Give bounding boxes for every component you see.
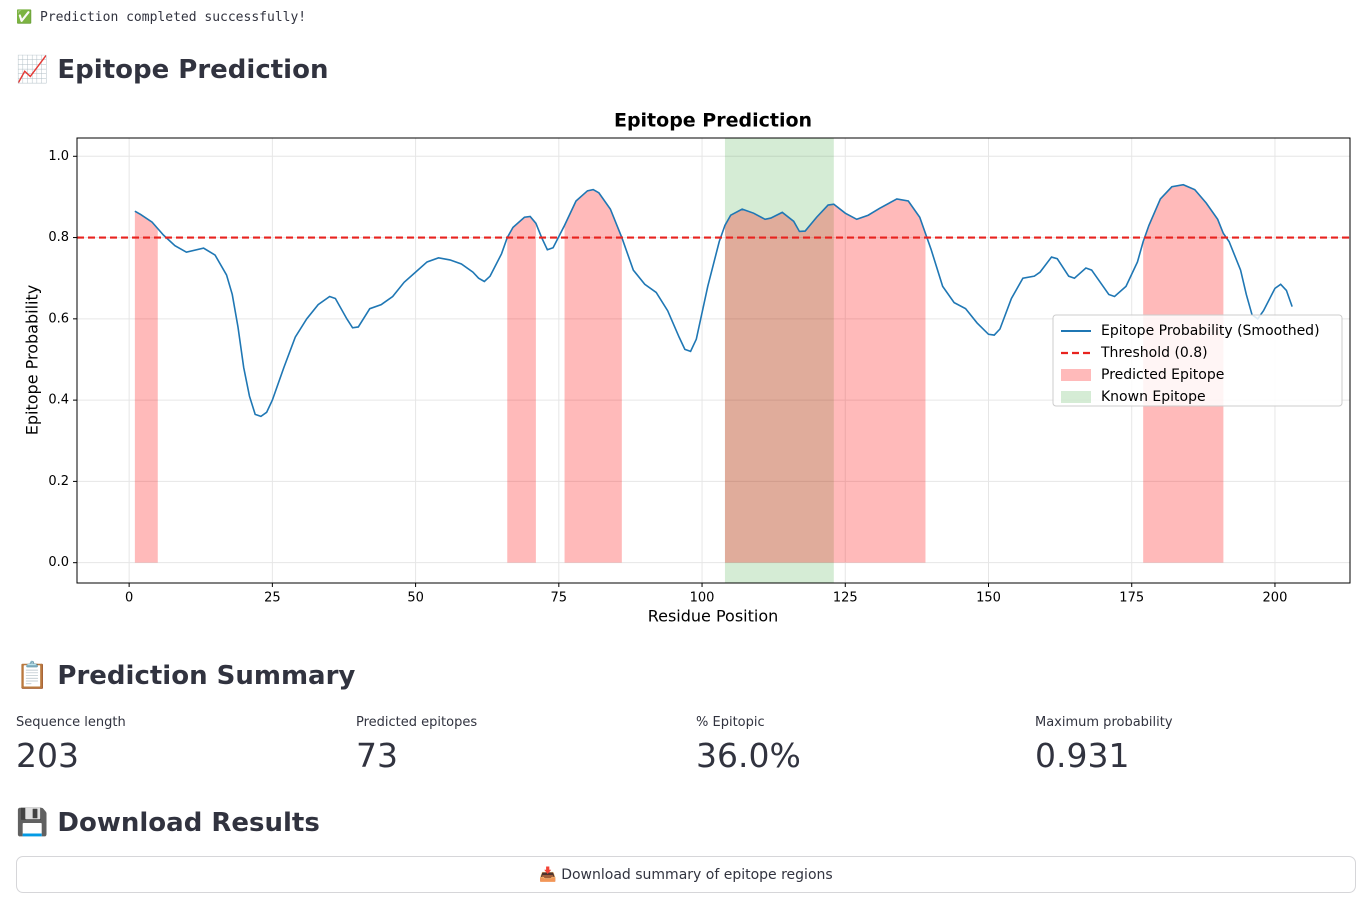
predicted-epitope [724,198,926,563]
legend-swatch [1061,369,1091,381]
legend-box [1052,314,1343,407]
x-tick-label: 50 [407,591,424,606]
metric-label: Predicted epitopes [356,715,478,730]
chart-title: Epitope Prediction [614,110,812,132]
y-tick-label: 0.4 [48,393,69,408]
legend-label: Threshold (0.8) [1100,345,1208,361]
status-message: ✅ Prediction completed successfully! [16,10,307,25]
legend-label: Known Epitope [1101,389,1206,405]
plot-frame [76,137,1351,584]
predicted-epitope [564,189,622,563]
x-tick-label: 200 [1263,591,1288,606]
chart: Epitope Prediction Residue Position Epit… [23,110,1351,626]
legend-swatch [1061,391,1091,403]
x-tick-label: 125 [833,591,858,606]
x-tick-label: 0 [125,591,133,606]
section-heading: 📋 Prediction Summary [16,661,356,691]
x-tick-label: 100 [690,591,715,606]
y-tick-label: 0.8 [48,230,69,245]
y-tick-label: 0.6 [48,311,69,326]
predicted-epitope [134,211,158,563]
y-tick-label: 0.0 [48,555,69,570]
metric-label: Sequence length [16,715,126,730]
metric-label: Maximum probability [1035,715,1173,730]
metric-label: % Epitopic [696,715,765,730]
predicted-epitope [507,216,536,563]
x-axis-label: Residue Position [648,607,779,626]
x-tick-label: 175 [1119,591,1144,606]
y-tick-label: 0.2 [48,474,69,489]
legend-label: Predicted Epitope [1101,367,1224,383]
known-epitope [724,138,834,583]
x-tick-label: 150 [976,591,1001,606]
y-axis-label: Epitope Probability [23,285,42,435]
section-heading: 📈 Epitope Prediction [16,55,329,85]
x-tick-label: 25 [264,591,281,606]
legend-label: Epitope Probability (Smoothed) [1101,323,1320,339]
metric-value: 203 [16,736,79,775]
probability-line [134,183,1293,418]
metric-value: 0.931 [1035,736,1130,775]
x-tick-label: 75 [551,591,568,606]
download-button[interactable]: 📥 Download summary of epitope regions [16,856,1356,893]
metric-value: 73 [356,736,398,775]
y-tick-label: 1.0 [48,149,69,164]
section-heading: 💾 Download Results [16,808,320,838]
metric-value: 36.0% [696,736,801,775]
